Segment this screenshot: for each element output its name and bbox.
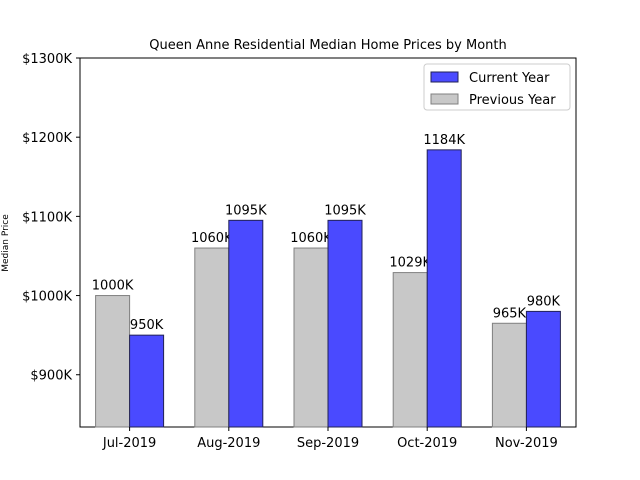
bar-value-label: 1095K [324, 203, 366, 218]
y-tick-label: $1100K [22, 210, 72, 225]
y-axis-label: Median Price [1, 214, 11, 272]
x-tick-label: Sep-2019 [297, 436, 359, 451]
bar-value-label: 965K [493, 306, 527, 321]
bar-value-label: 1095K [225, 203, 267, 218]
bar-previous-year [491, 322, 527, 428]
legend-entry: Previous Year [469, 93, 556, 108]
bar-value-label: 1184K [423, 133, 465, 148]
bar-current-year [129, 334, 165, 428]
x-tick-label: Aug-2019 [197, 436, 260, 451]
y-tick-label: $900K [30, 369, 72, 384]
legend: Current Year Previous Year [423, 63, 571, 111]
bar-value-label: 980K [527, 294, 561, 309]
bar-value-label: 1060K [290, 231, 332, 246]
y-tick-label: $1000K [22, 290, 72, 305]
bar-previous-year [392, 272, 428, 428]
x-tick-label: Nov-2019 [495, 436, 558, 451]
bar-value-label: 1060K [191, 231, 233, 246]
x-tick-label: Jul-2019 [102, 436, 156, 451]
x-tick-label: Oct-2019 [397, 436, 457, 451]
legend-entry: Current Year [469, 71, 550, 86]
bar-current-year [327, 219, 363, 428]
legend-swatch-current-year [430, 71, 459, 83]
y-tick-label: $1200K [22, 131, 72, 146]
bar-value-label: 950K [130, 318, 164, 333]
bar-value-label: 1000K [92, 279, 134, 294]
legend-box [423, 63, 571, 111]
bar-previous-year [194, 247, 230, 428]
legend-swatch-previous-year [430, 93, 459, 105]
bar-current-year [228, 219, 264, 428]
bar-current-year [525, 310, 561, 428]
bar-previous-year [95, 295, 131, 428]
chart-title: Queen Anne Residential Median Home Price… [149, 38, 506, 53]
bar-current-year [426, 149, 462, 428]
plot-area: $900K $1000K $1100K $1200K $1300K 1000K 950K Ju… [22, 52, 577, 451]
y-tick-label: $1300K [22, 52, 72, 67]
bar-previous-year [293, 247, 329, 428]
bar-value-label: 1029K [389, 256, 431, 271]
